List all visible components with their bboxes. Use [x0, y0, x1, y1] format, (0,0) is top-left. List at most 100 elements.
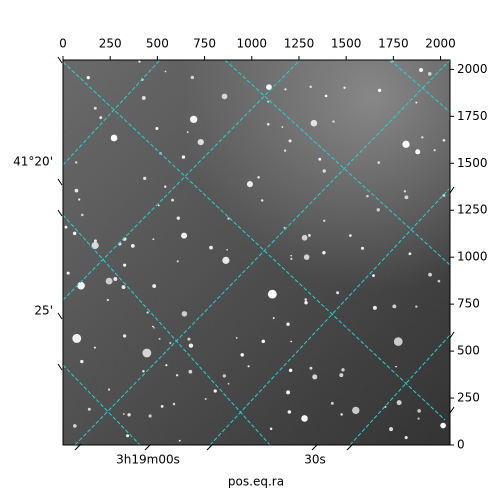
dec-tick: [449, 186, 455, 194]
star: [366, 194, 369, 198]
star: [376, 208, 380, 212]
star: [106, 298, 109, 302]
star: [288, 139, 292, 143]
star: [227, 382, 230, 385]
y-tick-label: 1500: [457, 156, 488, 170]
star: [304, 298, 308, 301]
grid-line: [349, 334, 450, 445]
star: [393, 337, 403, 346]
star: [66, 271, 70, 275]
star: [304, 301, 308, 305]
star: [227, 217, 230, 220]
star: [222, 256, 230, 264]
star: [284, 88, 287, 91]
star: [74, 161, 78, 164]
star: [322, 169, 326, 173]
star: [404, 195, 409, 200]
star: [181, 311, 188, 317]
star: [352, 406, 360, 415]
star: [290, 257, 293, 260]
star: [127, 413, 131, 417]
ra-tick: [311, 443, 319, 451]
star: [372, 305, 377, 310]
star: [213, 389, 217, 393]
dec-tick-label: 41°20': [13, 155, 53, 169]
star: [349, 234, 352, 237]
star: [377, 88, 382, 93]
star: [87, 407, 91, 411]
dec-tick-label: 25': [34, 304, 53, 318]
star: [160, 404, 164, 408]
wcs-grid: [63, 60, 450, 445]
star: [64, 225, 68, 229]
grid-line: [74, 60, 450, 445]
star: [105, 277, 113, 285]
star: [261, 339, 265, 344]
star: [153, 326, 155, 329]
star: [204, 397, 207, 401]
star: [318, 157, 322, 161]
star: [175, 374, 179, 377]
star: [164, 185, 167, 188]
star: [427, 72, 432, 76]
star: [309, 366, 313, 370]
star: [142, 370, 145, 373]
star: [322, 250, 326, 255]
star: [73, 424, 77, 428]
y-tick-label: 2000: [457, 62, 488, 76]
star: [395, 365, 397, 368]
star: [187, 337, 191, 341]
star: [93, 106, 97, 110]
star: [178, 439, 181, 442]
star: [286, 390, 291, 395]
star: [340, 413, 343, 416]
star: [267, 100, 270, 103]
star: [77, 281, 85, 290]
star: [186, 131, 189, 133]
star: [190, 75, 195, 80]
star: [181, 232, 188, 239]
plot-frame: [62, 59, 451, 446]
dec-tick: [57, 178, 63, 186]
star: [421, 136, 424, 139]
star: [389, 427, 394, 432]
star: [377, 161, 381, 164]
star: [404, 436, 408, 440]
star: [417, 417, 420, 420]
star: [148, 414, 152, 418]
star: [86, 76, 90, 80]
star: [143, 176, 147, 181]
star: [308, 234, 311, 237]
star: [93, 346, 96, 349]
star: [272, 317, 275, 320]
ra-tick-label: 30s: [304, 453, 326, 467]
star: [442, 193, 446, 197]
star: [301, 415, 308, 422]
stars: [64, 60, 446, 442]
star: [141, 95, 146, 100]
star: [417, 409, 421, 413]
star: [209, 245, 213, 250]
star: [80, 359, 84, 364]
star: [176, 216, 181, 220]
star: [164, 70, 167, 73]
star: [283, 149, 287, 152]
star: [437, 279, 441, 283]
star: [266, 84, 272, 91]
grid-line: [63, 60, 301, 301]
ra-tick-label: 3h19m00s: [116, 453, 180, 467]
star: [221, 93, 228, 100]
star: [323, 219, 326, 222]
star: [324, 94, 328, 98]
star: [301, 234, 308, 241]
star: [110, 134, 118, 142]
star: [99, 116, 103, 120]
star: [240, 353, 244, 357]
grid-line: [63, 214, 271, 445]
star: [165, 364, 168, 367]
star: [287, 410, 292, 414]
star: [312, 374, 318, 380]
star: [146, 311, 149, 314]
star: [260, 199, 264, 202]
